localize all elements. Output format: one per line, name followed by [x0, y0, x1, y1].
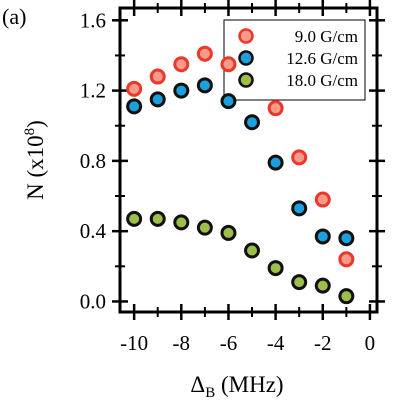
data-point [173, 82, 190, 99]
x-axis-title-subscript: B [205, 385, 215, 400]
data-point [267, 100, 284, 117]
data-point [220, 56, 237, 73]
legend-label: 9.0 G/cm [295, 27, 358, 46]
data-point [244, 114, 261, 131]
data-point [267, 154, 284, 171]
y-axis-title-main: N (x10 [23, 135, 48, 200]
x-tick-label: -8 [173, 331, 191, 355]
x-axis-title-main: Δ [190, 372, 205, 397]
legend-label: 12.6 G/cm [286, 49, 358, 68]
y-tick-label: 0.8 [80, 149, 106, 173]
data-point [126, 80, 143, 97]
data-point [196, 77, 213, 94]
x-tick-label: -4 [267, 331, 285, 355]
legend-marker [238, 72, 254, 88]
y-axis-title-exponent: 8 [22, 128, 38, 136]
y-tick-label: 1.6 [80, 8, 106, 32]
data-points [126, 45, 355, 305]
data-point [338, 230, 355, 247]
data-point [291, 149, 308, 166]
data-point [338, 288, 355, 305]
data-point [173, 56, 190, 73]
x-tick-label: -2 [314, 331, 332, 355]
data-point [149, 210, 166, 227]
data-point [220, 93, 237, 110]
data-point [291, 200, 308, 217]
legend-label: 18.0 G/cm [286, 71, 358, 90]
data-point [173, 214, 190, 231]
legend-marker [238, 28, 254, 44]
data-point [149, 68, 166, 85]
data-point [314, 191, 331, 208]
data-point [314, 277, 331, 294]
data-point [291, 274, 308, 291]
data-point [220, 224, 237, 241]
y-axis-title-close: ) [23, 120, 48, 128]
y-tick-label: 0.4 [80, 219, 107, 243]
x-tick-label: 0 [365, 331, 376, 355]
y-tick-labels: 0.0 0.4 0.8 1.2 1.6 [80, 8, 107, 313]
data-point [267, 260, 284, 277]
data-point [126, 210, 143, 227]
x-tick-label: -6 [220, 331, 238, 355]
legend: 9.0 G/cm 12.6 G/cm 18.0 G/cm [223, 19, 366, 101]
axis-ticks [112, 0, 385, 320]
legend-items: 9.0 G/cm 12.6 G/cm 18.0 G/cm [238, 27, 358, 90]
legend-marker [238, 50, 254, 66]
data-point [149, 91, 166, 108]
data-point [314, 228, 331, 245]
data-point [196, 219, 213, 236]
panel-label: (a) [2, 4, 26, 29]
x-tick-labels: -10 -8 -6 -4 -2 0 [120, 331, 375, 355]
data-point [244, 242, 261, 259]
x-tick-label: -10 [120, 331, 148, 355]
y-axis-title: N (x108) [22, 120, 48, 200]
data-point [126, 98, 143, 115]
y-tick-label: 1.2 [80, 79, 106, 103]
x-axis-title-units: (MHz) [215, 372, 283, 397]
x-axis-title: ΔB (MHz) [190, 372, 283, 400]
data-point [338, 251, 355, 268]
y-tick-label: 0.0 [80, 289, 106, 313]
data-point [196, 45, 213, 62]
